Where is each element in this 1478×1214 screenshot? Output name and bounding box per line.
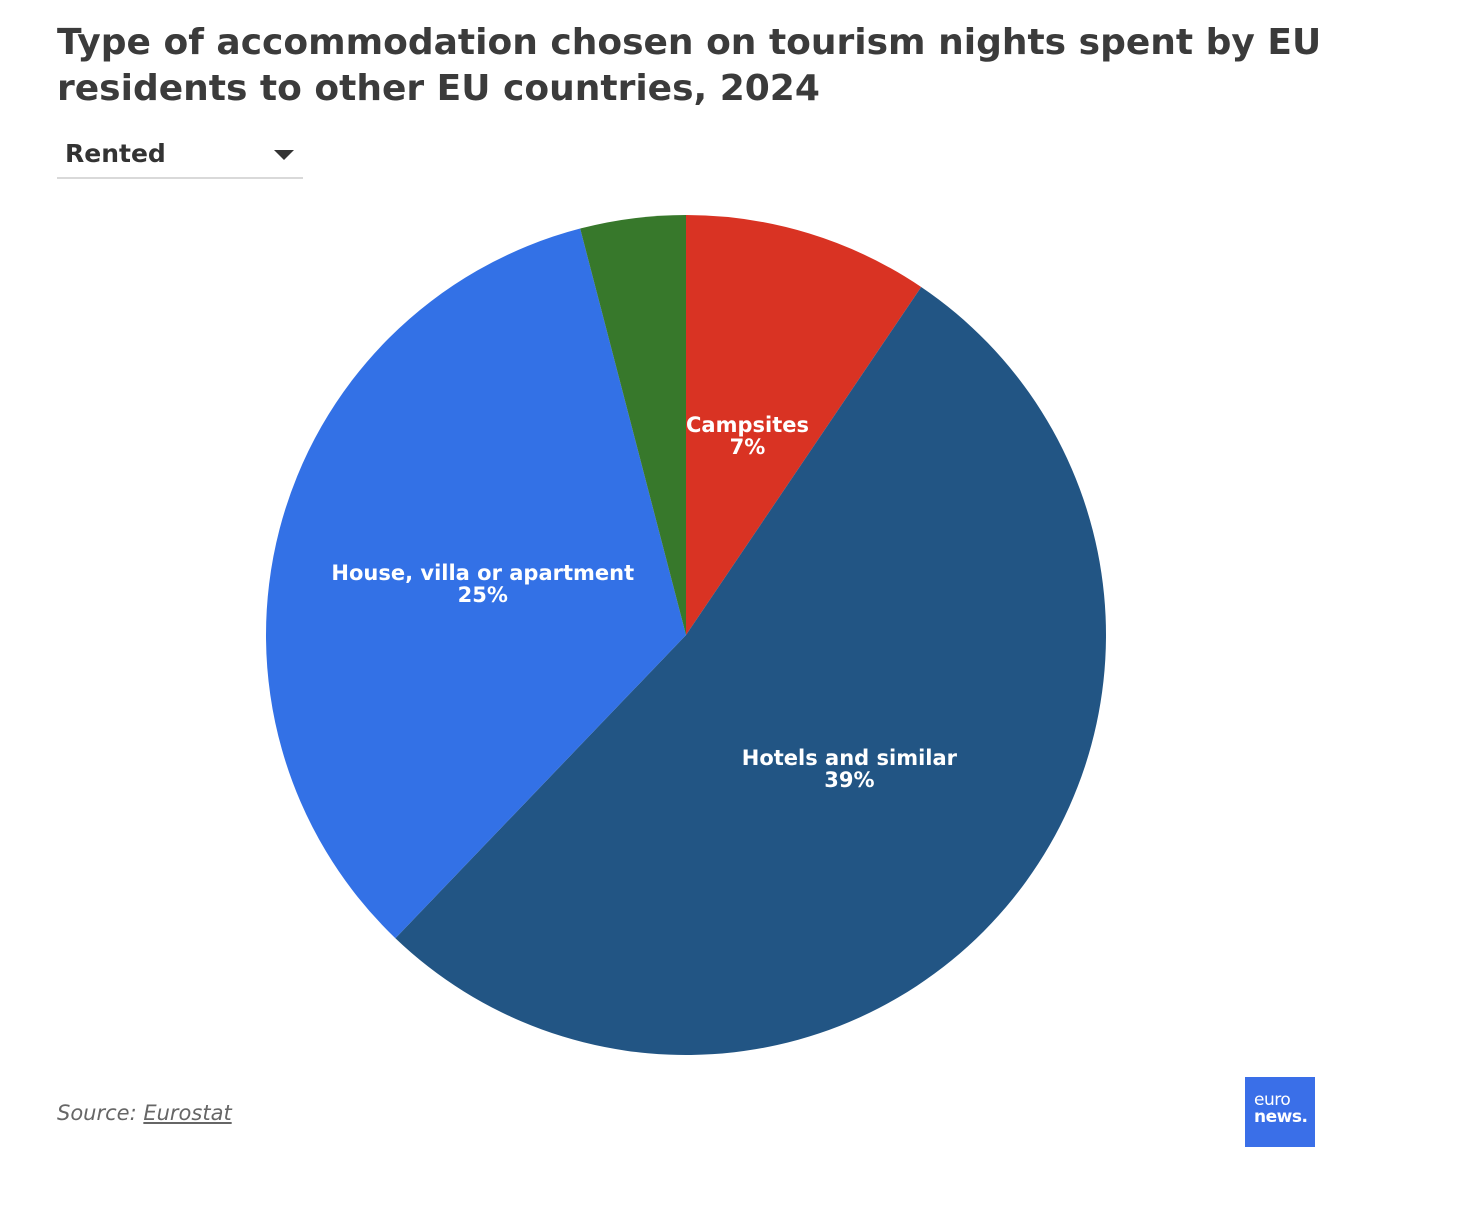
slice-label-name-1: Hotels and similar <box>742 746 958 770</box>
slice-label-value-2: 25% <box>458 583 508 607</box>
logo-text-line1: euro <box>1254 1090 1291 1110</box>
slice-label-name-2: House, villa or apartment <box>331 561 634 585</box>
slice-label-value-0: 7% <box>730 435 766 459</box>
accommodation-type-dropdown[interactable]: Rented <box>57 133 303 179</box>
source-note: Source: Eurostat <box>57 1101 232 1125</box>
dropdown-selected-value: Rented <box>65 139 166 168</box>
pie-slice-2[interactable] <box>265 228 686 939</box>
chart-title: Type of accommodation chosen on tourism … <box>57 22 1322 109</box>
pie-slice-0[interactable] <box>686 215 922 635</box>
source-prefix: Source: <box>57 1101 144 1125</box>
source-link[interactable]: Eurostat <box>143 1101 232 1125</box>
slice-label-name-0: Campsites <box>686 413 809 437</box>
caret-down-icon <box>274 150 294 160</box>
euronews-logo: euro news. <box>1245 1077 1315 1147</box>
pie-slice-1[interactable] <box>395 287 1106 1055</box>
pie-slice-3[interactable] <box>580 215 686 635</box>
logo-text-line2: news. <box>1254 1107 1308 1127</box>
slice-label-value-1: 39% <box>824 768 874 792</box>
